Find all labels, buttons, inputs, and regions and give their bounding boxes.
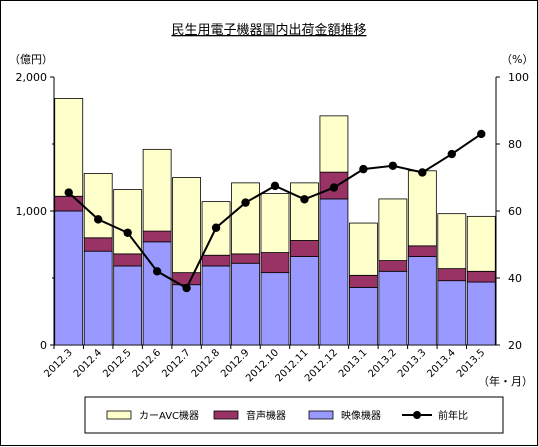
x-tick-label: 2012.5 bbox=[101, 347, 134, 380]
x-tick-label: 2012.3 bbox=[42, 347, 75, 380]
x-tick-label: 2013.4 bbox=[425, 347, 458, 380]
yoy-point bbox=[152, 267, 162, 276]
bar-segment-1 bbox=[113, 265, 143, 346]
bar-segment-1 bbox=[348, 286, 378, 346]
bar-segment-3 bbox=[319, 115, 349, 173]
bar-segment-1 bbox=[290, 256, 319, 346]
bar-segment-3 bbox=[407, 170, 437, 247]
legend-label: カーAVC機器 bbox=[139, 409, 199, 422]
right-tick-label: 100 bbox=[508, 71, 529, 84]
left-tick-label: 0 bbox=[40, 339, 47, 352]
bar-segment-3 bbox=[260, 193, 290, 253]
right-tick-label: 60 bbox=[508, 205, 522, 218]
yoy-point bbox=[211, 223, 221, 232]
bar-segment-1 bbox=[172, 284, 202, 346]
bar-segment-2 bbox=[378, 260, 408, 272]
yoy-point bbox=[182, 283, 191, 293]
bar-segment-3 bbox=[466, 215, 496, 272]
x-tick-label: 2013.3 bbox=[396, 347, 429, 380]
x-tick-label: 2013.1 bbox=[337, 347, 370, 380]
bar-segment-1 bbox=[407, 256, 437, 346]
bar-segment-2 bbox=[437, 268, 467, 282]
yoy-point bbox=[241, 198, 250, 207]
bar-segment-3 bbox=[231, 182, 260, 255]
plot-area: 0 1,000 2,000 20 40 60 80 100 2012.32012.42012.5… bbox=[16, 71, 530, 384]
legend-label: 前年比 bbox=[438, 409, 468, 422]
bar-segment-1 bbox=[201, 265, 231, 346]
bar-segment-3 bbox=[290, 182, 319, 241]
left-tick-label: 1,000 bbox=[16, 205, 48, 218]
legend-box bbox=[84, 396, 504, 434]
bar-segment-3 bbox=[172, 177, 202, 274]
left-axis-unit: （億円） bbox=[9, 53, 53, 66]
bar-segment-2 bbox=[348, 274, 378, 288]
legend-label: 音声機器 bbox=[246, 409, 286, 422]
bar-segment-3 bbox=[142, 148, 172, 232]
bar-segment-2 bbox=[466, 270, 496, 283]
bar-segment-2 bbox=[260, 252, 290, 274]
bar-segment-2 bbox=[113, 253, 143, 267]
right-tick-label: 80 bbox=[508, 138, 522, 151]
bar-segment-1 bbox=[260, 272, 290, 346]
yoy-point bbox=[123, 228, 132, 237]
yoy-point bbox=[329, 183, 339, 192]
yoy-point bbox=[418, 168, 427, 177]
yoy-point bbox=[477, 129, 486, 139]
bar-segment-3 bbox=[437, 213, 467, 270]
bar-segment-1 bbox=[378, 270, 408, 346]
bar-segment-2 bbox=[290, 240, 319, 257]
bar-segment-1 bbox=[231, 262, 260, 346]
right-tick-label: 20 bbox=[508, 339, 522, 352]
yoy-point bbox=[359, 164, 368, 174]
x-tick-label: 2012.4 bbox=[72, 347, 105, 380]
right-tick-label: 40 bbox=[508, 272, 522, 285]
legend: カーAVC機器 音声機器 映像機器 前年比 bbox=[84, 396, 504, 434]
legend-swatch bbox=[213, 410, 239, 420]
bar-segment-1 bbox=[466, 281, 496, 346]
bar-segment-2 bbox=[83, 237, 113, 252]
yoy-point bbox=[388, 161, 398, 170]
bar-segment-2 bbox=[54, 195, 84, 212]
x-tick-label: 2012.7 bbox=[160, 347, 193, 380]
x-tick-label: 2013.2 bbox=[366, 347, 399, 380]
x-tick-label: 2012.12 bbox=[303, 347, 340, 384]
yoy-point bbox=[447, 149, 456, 159]
right-axis-unit: （%） bbox=[501, 53, 533, 66]
bar-segment-2 bbox=[231, 253, 260, 264]
legend-swatch bbox=[308, 410, 334, 420]
bar-segment-2 bbox=[407, 245, 437, 257]
x-tick-label: 2012.6 bbox=[131, 347, 164, 380]
bar-segment-2 bbox=[201, 254, 231, 267]
bar-segment-1 bbox=[83, 250, 113, 346]
bar-segment-3 bbox=[348, 222, 378, 276]
bar-segment-3 bbox=[113, 189, 143, 255]
yoy-point bbox=[64, 188, 73, 197]
legend-label: 映像機器 bbox=[341, 409, 381, 422]
bar-segment-2 bbox=[142, 230, 172, 243]
yoy-point bbox=[94, 215, 103, 224]
bar-segment-1 bbox=[319, 198, 349, 346]
left-tick-label: 2,000 bbox=[16, 71, 48, 84]
yoy-point bbox=[270, 181, 280, 191]
chart-title: 民生用電子機器国内出荷金額推移 bbox=[171, 22, 366, 38]
bar-segment-1 bbox=[54, 210, 84, 346]
x-axis-unit: （年・月） bbox=[478, 374, 533, 388]
legend-marker bbox=[413, 411, 421, 419]
bar-segment-3 bbox=[83, 173, 113, 239]
legend-swatch bbox=[106, 410, 132, 420]
yoy-point bbox=[300, 195, 309, 204]
bar-segment-1 bbox=[437, 280, 467, 346]
bar-segment-3 bbox=[378, 198, 408, 261]
bar-segment-3 bbox=[54, 98, 84, 197]
x-tick-label: 2012.8 bbox=[190, 347, 223, 380]
